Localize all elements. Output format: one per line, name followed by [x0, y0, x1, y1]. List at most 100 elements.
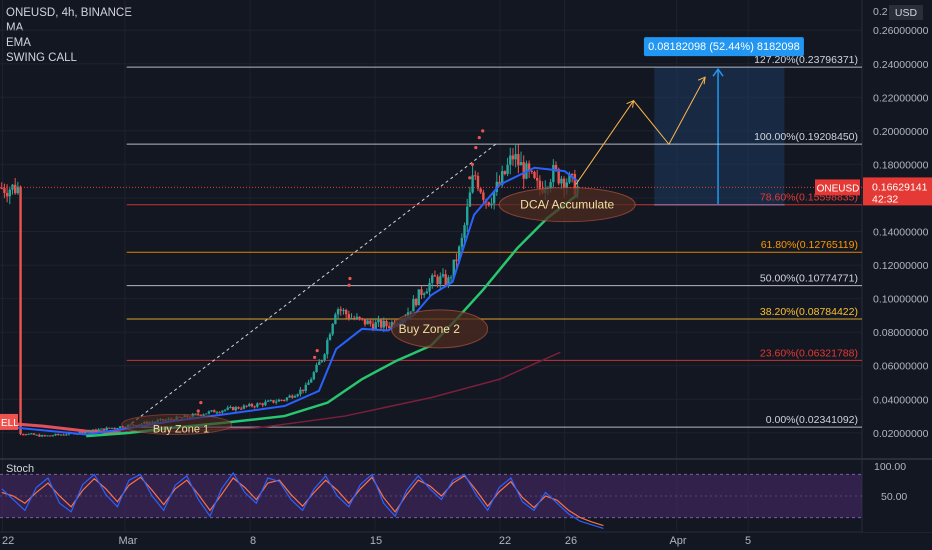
stoch-label: Stoch — [6, 463, 34, 475]
candle-body — [420, 289, 423, 295]
candle-body — [511, 155, 515, 160]
candle-body — [355, 316, 359, 320]
candle-body — [444, 274, 447, 286]
candle-body — [390, 322, 394, 329]
candle-body — [264, 401, 267, 406]
ema-line — [0, 166, 579, 436]
candle-body — [350, 317, 353, 319]
candle-body — [210, 410, 213, 412]
price-tick-11: 0.04000000 — [873, 394, 929, 406]
candle-body — [5, 193, 9, 197]
swing-call-dot — [313, 355, 317, 359]
candle-body — [312, 372, 316, 380]
candle-body — [94, 429, 98, 432]
candle-body — [474, 175, 477, 177]
candle-body — [40, 435, 44, 437]
candle-body — [81, 431, 84, 434]
candle-body — [51, 435, 55, 437]
candle-body — [549, 182, 552, 188]
candle-body — [32, 433, 36, 435]
candle-body — [48, 435, 52, 437]
candle-body — [248, 404, 251, 407]
candle-body — [387, 326, 391, 329]
swing-call-dot — [196, 409, 200, 413]
candle-body — [331, 323, 334, 335]
price-tick-6: 0.14000000 — [873, 227, 929, 239]
candle-body — [258, 403, 262, 405]
price-tick-0: 0.26000000 — [873, 25, 929, 37]
candle-body — [522, 162, 525, 179]
candle-body — [24, 434, 28, 436]
candle-body — [439, 276, 442, 285]
candle-body — [422, 293, 426, 295]
candle-body — [89, 431, 92, 433]
candle-body — [296, 394, 299, 397]
fib-label-2: 38.20%(0.08784422) — [760, 306, 858, 318]
candle-body — [269, 400, 272, 402]
swing-call-dot — [347, 283, 351, 287]
candle-body — [116, 428, 119, 430]
indicator-swing-call[interactable]: SWING CALL — [6, 52, 77, 64]
candle-body — [560, 178, 563, 184]
indicator-ema[interactable]: EMA — [6, 37, 31, 49]
buy-zone-2-label: Buy Zone 2 — [399, 322, 461, 336]
candle-body — [409, 311, 412, 313]
candle-body — [234, 407, 238, 411]
candle-body — [57, 433, 60, 435]
candle-body — [476, 176, 480, 189]
candle-body — [412, 299, 415, 312]
candle-body — [307, 382, 310, 385]
candle-body — [59, 434, 63, 436]
candle-body — [196, 413, 200, 415]
candle-body — [318, 361, 321, 365]
candle-body — [471, 175, 474, 193]
candle-body — [565, 182, 568, 188]
candle-body — [304, 384, 307, 391]
candle-body — [568, 173, 571, 183]
swing-call-dot — [474, 146, 478, 150]
candle-body — [414, 299, 418, 306]
fib-label-3: 50.00%(0.10774771) — [760, 273, 858, 285]
stoch-k-line — [1, 471, 604, 529]
candle-body — [552, 164, 555, 183]
candle-body — [13, 184, 17, 194]
candle-body — [35, 434, 38, 436]
candle-body — [86, 431, 90, 433]
candle-body — [245, 405, 248, 407]
candle-body — [27, 433, 30, 435]
candle-body — [299, 389, 302, 395]
fib-label-6: 100.00%(0.19208450) — [754, 131, 858, 143]
candle-body — [377, 319, 380, 323]
candle-body — [301, 389, 305, 391]
candle-body — [226, 407, 229, 410]
candle-body — [506, 164, 509, 175]
candle-body — [336, 309, 340, 315]
candle-body — [16, 186, 20, 194]
time-tick-0: 22 — [2, 535, 14, 547]
candle-body — [38, 434, 41, 437]
candle-body — [108, 427, 111, 429]
swing-call-dot — [481, 129, 485, 133]
candle-body — [482, 192, 485, 200]
price-tick-1: 0.24000000 — [873, 59, 929, 71]
candle-body — [466, 206, 469, 226]
candle-body — [533, 171, 536, 178]
price-tick-top: 0.2 — [873, 6, 888, 18]
candle-body — [517, 154, 520, 166]
candle-body — [194, 413, 197, 415]
candle-body — [557, 168, 560, 184]
current-price-symbol: ONEUSD — [817, 183, 860, 194]
candle-body — [379, 319, 383, 328]
buy-zone-1-label: Buy Zone 1 — [153, 423, 209, 435]
candle-body — [509, 155, 512, 165]
candle-body — [239, 408, 243, 410]
candle-body — [353, 317, 356, 320]
price-axis-bg — [863, 0, 932, 458]
candle-body — [428, 282, 431, 292]
candle-body — [293, 396, 297, 398]
fib-label-0: 0.00%(0.02341092) — [766, 414, 858, 426]
indicator-ma[interactable]: MA — [6, 22, 24, 34]
candle-body — [498, 181, 501, 186]
candle-body — [425, 291, 429, 294]
